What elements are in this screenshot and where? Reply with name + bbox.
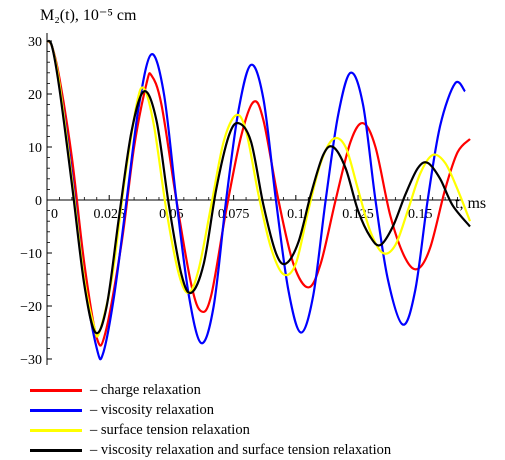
y-tick-label: 20 [28, 88, 42, 103]
legend-swatch [30, 408, 82, 412]
legend-item-1: – charge relaxation [30, 380, 391, 400]
x-axis-label: t, ms [455, 195, 486, 212]
x-tick-label: 0.025 [93, 207, 125, 222]
x-tick-label: 0 [51, 207, 58, 222]
series-line-4 [46, 39, 471, 335]
legend-label: – viscosity relaxation [90, 402, 215, 418]
legend-label: – surface tension relaxation [90, 422, 250, 438]
series-line-3 [46, 40, 472, 338]
legend-swatch [30, 388, 82, 392]
legend-label: – charge relaxation [90, 382, 201, 398]
legend-swatch [30, 428, 82, 432]
legend-label: – viscosity relaxation and surface tensi… [90, 442, 392, 458]
legend-item-4: – viscosity relaxation and surface tensi… [30, 440, 391, 460]
series-lines [46, 39, 472, 361]
axes [46, 33, 462, 365]
series-line-2 [46, 40, 466, 361]
legend-swatch [30, 448, 82, 452]
legend-item-2: – viscosity relaxation [30, 400, 391, 420]
x-tick-label: 0.1 [287, 207, 305, 222]
y-tick-label: 10 [28, 141, 42, 156]
y-tick-label: −30 [20, 353, 42, 368]
y-axis-label: M₂(t), 10⁻⁵ cm [40, 7, 137, 24]
legend: – charge relaxation – viscosity relaxatio… [30, 380, 391, 460]
series-line-1 [46, 40, 471, 347]
y-tick-label: 0 [35, 194, 42, 209]
x-tick-label: 0.075 [218, 207, 250, 222]
y-tick-label: −20 [20, 300, 42, 315]
x-tick-label: 0.15 [408, 207, 433, 222]
y-tick-label: −10 [20, 247, 42, 262]
legend-item-3: – surface tension relaxation [30, 420, 391, 440]
y-tick-label: 30 [28, 35, 42, 50]
